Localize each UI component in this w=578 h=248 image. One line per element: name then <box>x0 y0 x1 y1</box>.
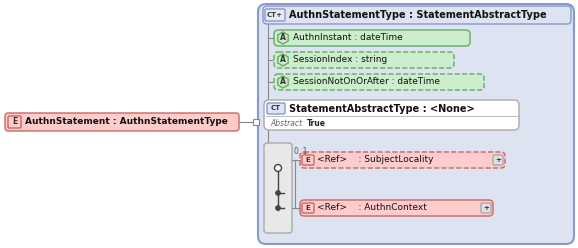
FancyBboxPatch shape <box>263 6 571 24</box>
Polygon shape <box>278 54 288 66</box>
Text: E: E <box>306 157 310 163</box>
FancyBboxPatch shape <box>8 116 21 128</box>
Circle shape <box>276 206 280 211</box>
Text: StatementAbstractType : <None>: StatementAbstractType : <None> <box>289 104 475 114</box>
Text: +: + <box>495 157 501 163</box>
FancyBboxPatch shape <box>265 9 285 21</box>
Text: 0..1: 0..1 <box>294 147 309 155</box>
Text: <Ref>    : SubjectLocality: <Ref> : SubjectLocality <box>317 155 434 164</box>
Circle shape <box>275 164 281 172</box>
Text: AuthnInstant : dateTime: AuthnInstant : dateTime <box>293 33 403 42</box>
Text: AuthnStatementType : StatementAbstractType: AuthnStatementType : StatementAbstractTy… <box>289 10 547 20</box>
FancyBboxPatch shape <box>481 203 491 213</box>
Text: A: A <box>280 56 286 64</box>
Text: E: E <box>306 205 310 211</box>
FancyBboxPatch shape <box>264 100 519 130</box>
Text: A: A <box>280 77 286 87</box>
Circle shape <box>276 190 280 195</box>
Text: CT+: CT+ <box>267 12 283 18</box>
FancyBboxPatch shape <box>264 143 292 233</box>
Text: E: E <box>12 118 17 126</box>
Text: True: True <box>307 119 326 127</box>
FancyBboxPatch shape <box>274 30 470 46</box>
FancyBboxPatch shape <box>493 155 503 165</box>
Polygon shape <box>278 76 288 88</box>
Text: +: + <box>483 205 489 211</box>
Text: Abstract: Abstract <box>270 119 302 127</box>
FancyBboxPatch shape <box>5 113 239 131</box>
Text: <Ref>    : AuthnContext: <Ref> : AuthnContext <box>317 204 427 213</box>
FancyBboxPatch shape <box>258 4 574 244</box>
FancyBboxPatch shape <box>274 52 454 68</box>
FancyBboxPatch shape <box>302 155 314 165</box>
Text: SessionIndex : string: SessionIndex : string <box>293 56 387 64</box>
Polygon shape <box>278 32 288 44</box>
Text: SessionNotOnOrAfter : dateTime: SessionNotOnOrAfter : dateTime <box>293 77 440 87</box>
FancyBboxPatch shape <box>300 152 505 168</box>
Bar <box>253 119 259 125</box>
Text: A: A <box>280 33 286 42</box>
FancyBboxPatch shape <box>300 200 493 216</box>
FancyBboxPatch shape <box>302 203 314 213</box>
Text: AuthnStatement : AuthnStatementType: AuthnStatement : AuthnStatementType <box>25 118 228 126</box>
FancyBboxPatch shape <box>274 74 484 90</box>
FancyBboxPatch shape <box>267 103 285 114</box>
Text: CT: CT <box>271 105 281 112</box>
